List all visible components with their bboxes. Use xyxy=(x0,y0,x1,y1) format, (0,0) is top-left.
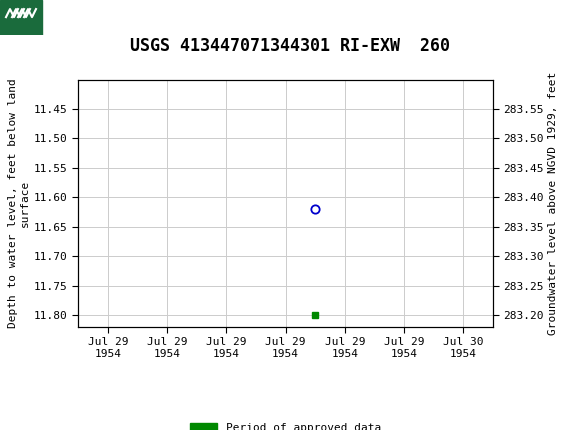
Text: USGS: USGS xyxy=(47,11,94,26)
Bar xyxy=(0,0,100,35)
Legend: Period of approved data: Period of approved data xyxy=(185,418,386,430)
Y-axis label: Groundwater level above NGVD 1929, feet: Groundwater level above NGVD 1929, feet xyxy=(548,71,558,335)
Y-axis label: Depth to water level, feet below land
surface: Depth to water level, feet below land su… xyxy=(8,78,30,328)
Bar xyxy=(0,0,42,35)
Text: USGS 413447071344301 RI-EXW  260: USGS 413447071344301 RI-EXW 260 xyxy=(130,37,450,55)
